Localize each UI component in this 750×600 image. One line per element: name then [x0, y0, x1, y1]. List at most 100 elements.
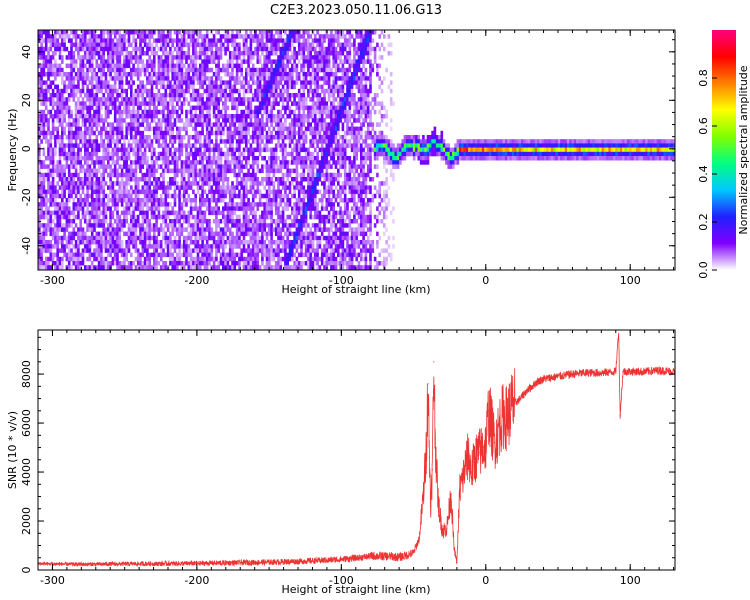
spectrogram-cell: [118, 181, 122, 186]
spectrogram-cell: [90, 172, 94, 178]
spectrogram-cell: [258, 198, 262, 203]
spectrogram-cell: [102, 235, 105, 241]
spectrogram-cell: [166, 156, 170, 161]
spectrogram-cell: [51, 88, 55, 94]
spectrogram-cell: [286, 93, 289, 98]
spectrogram-cell: [171, 181, 174, 186]
spectrogram-cell: [111, 67, 115, 73]
spectrogram-cell: [272, 88, 276, 94]
spectrogram-cell: [143, 160, 147, 165]
spectrogram-cell: [258, 101, 262, 106]
spectrogram-cell: [217, 63, 220, 69]
spectrogram-cell: [187, 235, 191, 241]
spectrogram-cell: [274, 51, 278, 56]
spectrogram-cell: [77, 126, 80, 132]
spectrogram-cell: [42, 231, 46, 237]
spectrogram-cell: [107, 63, 110, 69]
spectrogram-cell: [222, 235, 225, 241]
spectrogram-cell: [88, 252, 92, 258]
spectrogram-cell: [67, 55, 71, 60]
spectrogram-cell: [146, 185, 149, 190]
spectrogram-cell: [284, 126, 287, 132]
spectrogram-cell: [272, 93, 276, 98]
spectrogram-cell: [95, 198, 99, 203]
spectrogram-cell: [58, 160, 62, 165]
spectrogram-cell: [166, 248, 170, 253]
spectrogram-cell: [240, 130, 243, 136]
spectrogram-cell: [74, 231, 78, 237]
spectrogram-cell: [235, 235, 239, 241]
spectrogram-cell: [261, 168, 264, 174]
spectrogram-cell: [288, 265, 292, 270]
spectrogram-cell: [240, 185, 243, 190]
spectrogram-cell: [249, 122, 253, 127]
spectrogram-cell: [235, 51, 239, 56]
spectrogram-cell: [205, 168, 209, 174]
spectrogram-cell: [166, 164, 170, 169]
spectrogram-cell: [47, 122, 50, 127]
spectrogram-cell: [238, 252, 241, 258]
spectrogram-cell: [84, 105, 87, 111]
spectrogram-cell: [58, 34, 62, 39]
spectrogram-cell: [205, 126, 209, 132]
spectrogram-cell: [109, 93, 112, 98]
spectrogram-cell: [116, 265, 119, 270]
spectrogram-cell: [265, 164, 269, 169]
spectrogram-cell: [81, 240, 85, 245]
spectrogram-cell: [116, 93, 119, 98]
spectrogram-cell: [251, 135, 255, 140]
spectrogram-cell: [256, 55, 260, 60]
spectrogram-cell: [88, 177, 92, 182]
spectrogram-cell: [192, 118, 195, 123]
spectrogram-cells: [38, 30, 675, 270]
spectrogram-cell: [77, 265, 80, 270]
spectrogram-cell: [228, 198, 232, 203]
spectrogram-cell: [272, 51, 276, 56]
spectrogram-cell: [187, 42, 191, 48]
spectrogram-cell: [130, 189, 133, 195]
spectrogram-cell: [132, 219, 135, 224]
spectrogram-cell: [56, 101, 59, 106]
spectrogram-cell: [143, 109, 147, 115]
spectrogram-cell: [127, 55, 131, 60]
spectrogram-cell: [118, 59, 122, 64]
spectrogram-cell: [245, 109, 248, 115]
spectrogram-cell: [178, 88, 181, 94]
spectrogram-cell: [127, 97, 131, 102]
spectrogram-cell: [240, 160, 243, 165]
spectrogram-cell: [118, 46, 122, 52]
spectrogram-cell: [74, 261, 78, 266]
spectrogram-cell: [77, 135, 80, 140]
spectrogram-cell: [61, 151, 64, 157]
spectrogram-cell: [238, 244, 241, 249]
spectrogram-cell: [141, 135, 145, 140]
spectrogram-cell: [210, 256, 214, 262]
spectrogram-cell: [74, 185, 78, 190]
spectrogram-cell: [242, 51, 246, 56]
spectrogram-cell: [109, 189, 112, 195]
spectrogram-cell: [176, 93, 179, 98]
spectrogram-cell: [97, 109, 101, 115]
spectrogram-cell: [256, 51, 260, 56]
spectrogram-cell: [148, 164, 151, 169]
spectrogram-cell: [51, 256, 55, 262]
spectrogram-cell: [146, 265, 149, 270]
spectrogram-cell: [162, 93, 165, 98]
spectrogram-cell: [157, 227, 161, 232]
spectrogram-cell: [79, 219, 82, 224]
spectrogram-cell: [74, 109, 78, 115]
spectrogram-cell: [67, 252, 71, 258]
spectrogram-cell: [256, 189, 260, 195]
spectrogram-cell: [95, 189, 99, 195]
spectrogram-cell: [79, 235, 82, 241]
spectrogram-cell: [123, 223, 126, 228]
spectrogram-cell: [134, 219, 138, 224]
spectrogram-cell: [134, 126, 138, 132]
spectrogram-cell: [40, 252, 43, 258]
spectrogram-cell: [134, 240, 138, 245]
spectrogram-cell: [93, 114, 96, 119]
spectrogram-cell: [125, 240, 128, 245]
spectrogram-cell: [215, 189, 218, 195]
spectrogram-cell: [249, 231, 253, 237]
spectrogram-cell: [44, 101, 48, 106]
